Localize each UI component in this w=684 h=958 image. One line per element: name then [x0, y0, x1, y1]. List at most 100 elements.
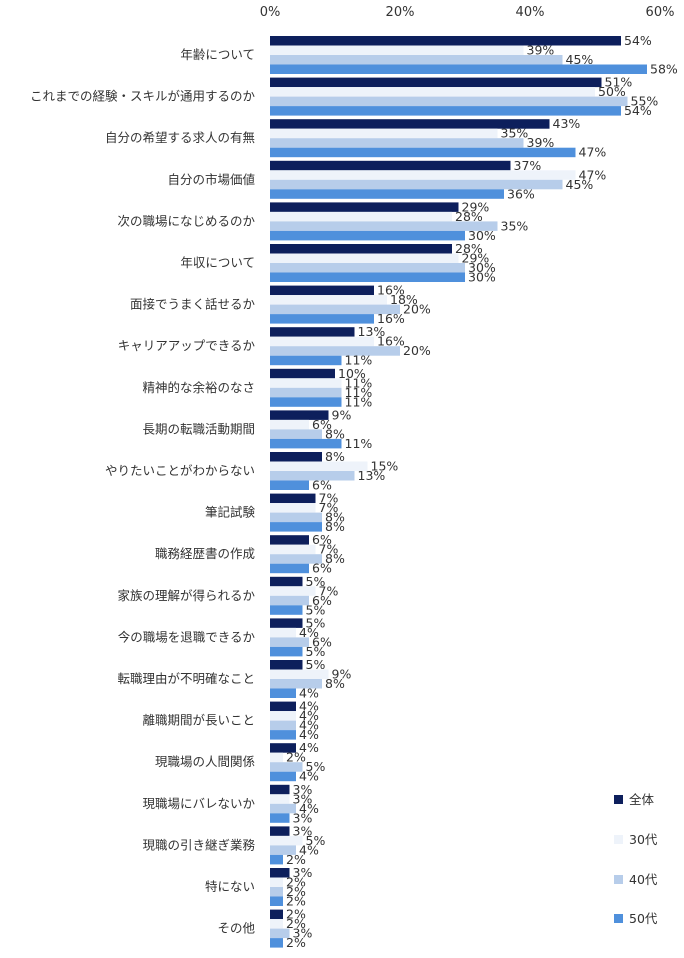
data-label: 30% — [468, 228, 496, 243]
bar — [270, 202, 459, 212]
data-label: 28% — [455, 209, 483, 224]
category-label: 現職の引き継ぎ業務 — [142, 837, 255, 852]
data-label: 2% — [286, 884, 306, 899]
data-label: 5% — [306, 833, 326, 848]
data-label: 6% — [312, 478, 332, 493]
category-label: 筆記試験 — [205, 505, 256, 520]
bar — [270, 637, 309, 647]
data-label: 16% — [377, 334, 405, 349]
data-label: 11% — [345, 394, 373, 409]
bar — [270, 887, 283, 897]
bar — [270, 544, 316, 555]
data-label: 4% — [299, 718, 319, 733]
bar — [270, 138, 524, 148]
category-label: 年収について — [180, 255, 255, 270]
data-label: 54% — [624, 103, 652, 118]
data-label: 3% — [293, 791, 313, 806]
data-label: 8% — [325, 551, 345, 566]
bar — [270, 272, 465, 282]
data-label: 2% — [286, 852, 306, 867]
category-label: 現職場の人間関係 — [155, 754, 255, 769]
bar — [270, 461, 368, 471]
bar — [270, 87, 595, 97]
category-label: その他 — [217, 921, 255, 936]
legend-label: 全体 — [629, 792, 655, 807]
category-label: 転職理由が不明確なこと — [117, 671, 255, 686]
data-label: 4% — [299, 625, 319, 640]
data-label: 54% — [624, 33, 652, 48]
bar — [270, 586, 316, 596]
bar — [270, 794, 290, 804]
data-label: 35% — [501, 126, 529, 141]
bar — [270, 244, 452, 254]
bar — [270, 480, 309, 490]
bar — [270, 845, 296, 855]
data-label: 6% — [312, 593, 332, 608]
bar — [270, 429, 322, 439]
data-label: 5% — [306, 602, 326, 617]
data-label: 2% — [286, 907, 306, 922]
data-label: 45% — [566, 52, 594, 67]
data-label: 4% — [299, 686, 319, 701]
bars — [270, 36, 647, 948]
data-label: 8% — [325, 449, 345, 464]
x-tick-label: 20% — [386, 5, 415, 20]
bar — [270, 730, 296, 740]
data-label: 4% — [299, 727, 319, 742]
category-label: やりたいことがわからない — [105, 463, 255, 478]
category-label: 自分の市場価値 — [167, 172, 255, 187]
data-label: 4% — [299, 842, 319, 857]
data-label: 36% — [507, 186, 535, 201]
legend-swatch — [614, 914, 623, 923]
bar — [270, 909, 283, 920]
bar — [270, 285, 374, 296]
data-label: 7% — [319, 583, 339, 598]
bar — [270, 720, 296, 731]
bar — [270, 387, 342, 398]
bar — [270, 554, 322, 564]
category-label: 次の職場になじめるのか — [117, 213, 255, 228]
legend-label: 30代 — [629, 832, 658, 847]
bar — [270, 419, 309, 430]
bar — [270, 77, 602, 88]
data-label: 30% — [468, 270, 496, 285]
bar — [270, 128, 498, 139]
bar — [270, 771, 296, 782]
data-label: 29% — [462, 251, 490, 266]
data-label: 6% — [312, 417, 332, 432]
bar — [270, 669, 329, 679]
data-label: 45% — [566, 177, 594, 192]
bar — [270, 711, 296, 721]
bar — [270, 803, 296, 814]
bar — [270, 618, 303, 628]
bar — [270, 314, 374, 324]
category-label: 職務経歴書の作成 — [155, 546, 255, 561]
legend-swatch — [614, 835, 623, 844]
bar — [270, 535, 309, 545]
bar — [270, 452, 322, 462]
bar — [270, 688, 296, 698]
data-label: 20% — [403, 302, 431, 317]
data-label: 43% — [553, 116, 581, 131]
bar — [270, 253, 459, 263]
data-label: 15% — [371, 459, 399, 474]
data-label: 58% — [650, 62, 678, 77]
bar — [270, 679, 322, 689]
bar — [270, 826, 290, 836]
bar — [270, 512, 322, 523]
data-label: 3% — [293, 810, 313, 825]
x-tick-label: 0% — [260, 5, 281, 20]
bar — [270, 368, 335, 379]
data-label: 2% — [286, 894, 306, 909]
data-label: 2% — [286, 916, 306, 931]
data-label: 8% — [325, 510, 345, 525]
bar — [270, 493, 316, 504]
bar — [270, 928, 290, 939]
data-label: 39% — [527, 43, 555, 58]
legend-swatch — [614, 795, 623, 804]
data-label: 7% — [319, 542, 339, 557]
data-label: 47% — [579, 167, 607, 182]
data-label: 3% — [293, 865, 313, 880]
bar — [270, 646, 303, 657]
